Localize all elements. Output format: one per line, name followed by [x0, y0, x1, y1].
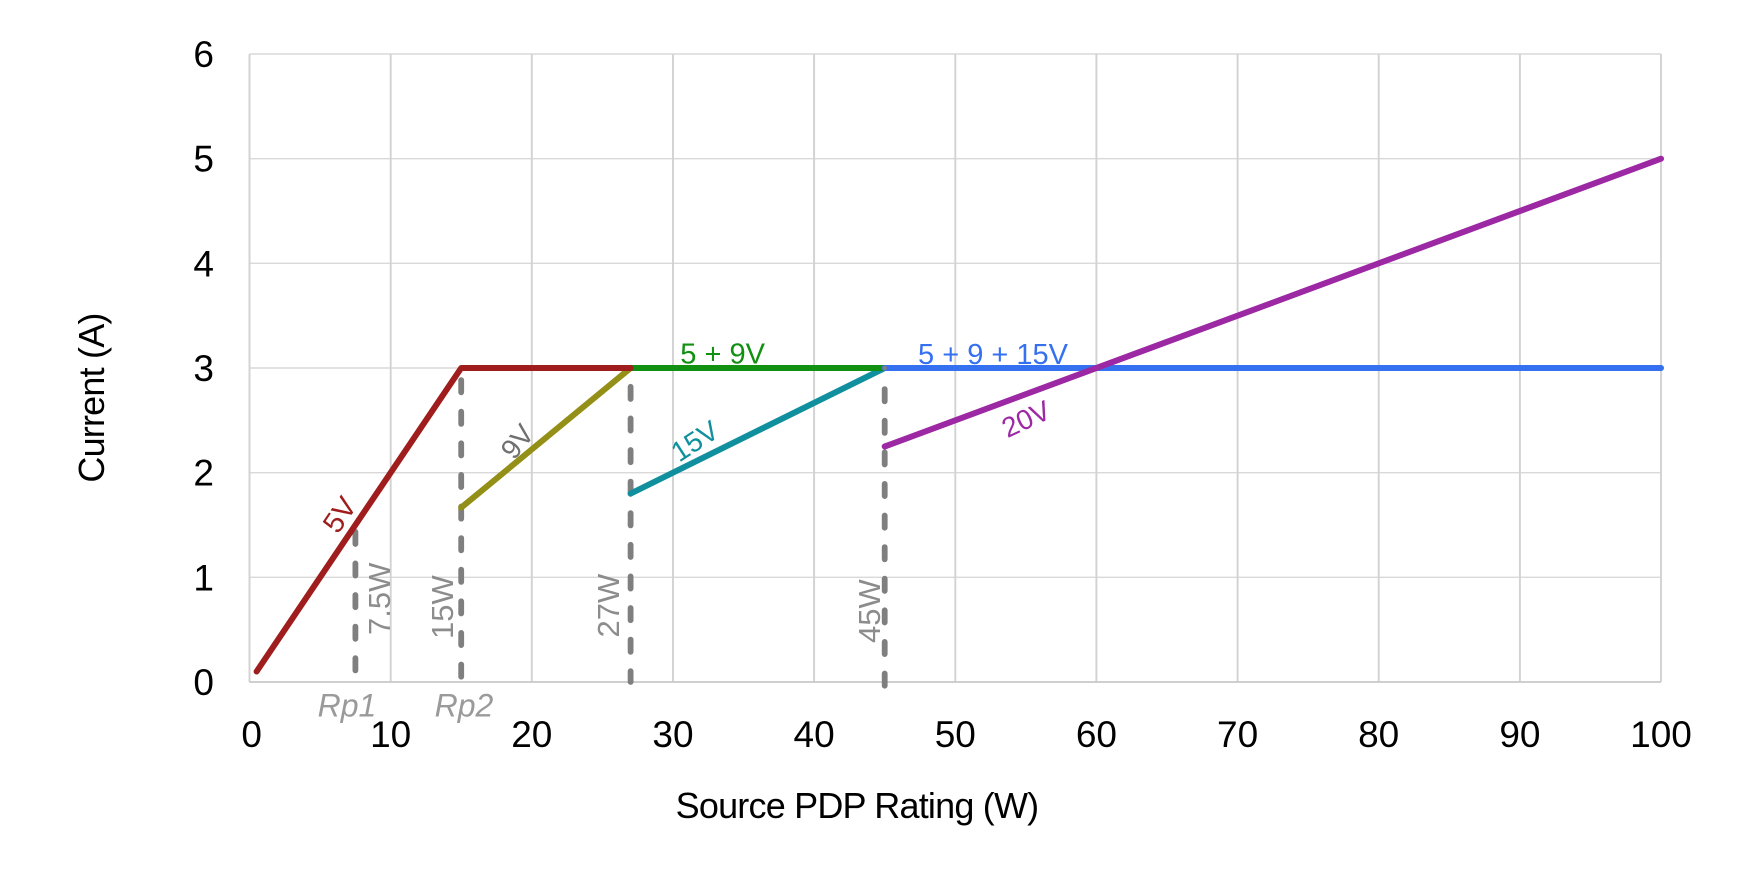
svg-text:2: 2: [193, 453, 214, 494]
svg-text:0: 0: [193, 662, 214, 703]
svg-text:1: 1: [193, 557, 214, 598]
svg-text:10: 10: [370, 714, 411, 755]
svg-text:20: 20: [511, 714, 552, 755]
svg-text:4: 4: [193, 243, 214, 284]
svg-text:70: 70: [1217, 714, 1258, 755]
svg-text:100: 100: [1630, 714, 1692, 755]
svg-text:60: 60: [1076, 714, 1117, 755]
svg-text:7.5W: 7.5W: [362, 562, 397, 635]
svg-text:5: 5: [193, 139, 214, 180]
svg-text:30: 30: [652, 714, 693, 755]
svg-text:45W: 45W: [852, 579, 887, 643]
svg-text:Current (A): Current (A): [71, 313, 112, 482]
svg-text:0: 0: [241, 714, 262, 755]
svg-text:Rp2: Rp2: [435, 688, 494, 724]
svg-text:5 + 9V: 5 + 9V: [680, 338, 765, 370]
svg-text:3: 3: [193, 348, 214, 389]
svg-text:Rp1: Rp1: [318, 688, 377, 724]
svg-text:90: 90: [1499, 714, 1540, 755]
svg-text:Source PDP Rating (W): Source PDP Rating (W): [676, 785, 1039, 826]
svg-text:5 + 9 + 15V: 5 + 9 + 15V: [918, 339, 1069, 371]
svg-text:6: 6: [193, 34, 214, 75]
svg-text:80: 80: [1358, 714, 1399, 755]
svg-text:40: 40: [794, 714, 835, 755]
svg-text:27W: 27W: [591, 573, 626, 637]
svg-text:50: 50: [935, 714, 976, 755]
svg-text:15W: 15W: [425, 575, 460, 639]
